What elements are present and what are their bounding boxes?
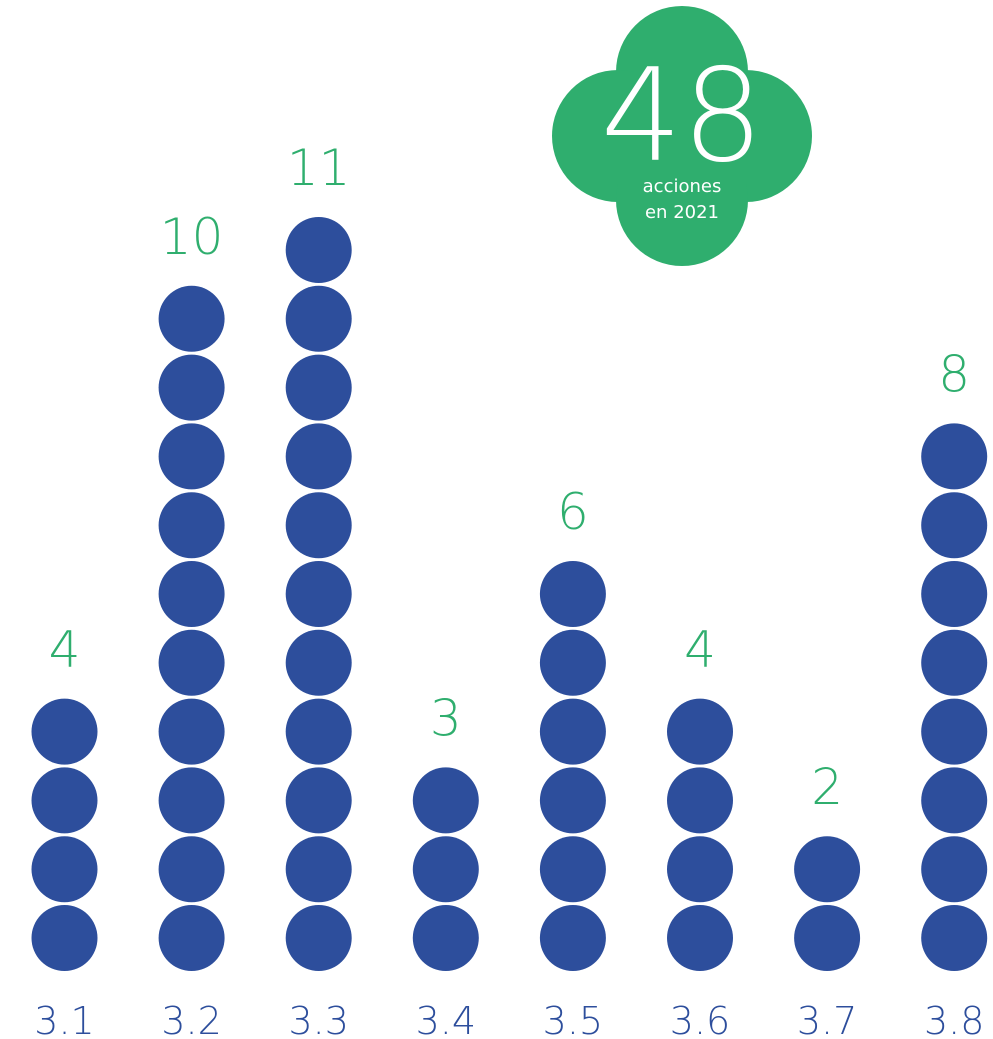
dot-3.3-1 [285,905,352,971]
category-label-3.4: 3.4 [416,999,476,1039]
column-3.6: 43.6 [667,621,733,1039]
dot-3.5-2 [539,836,606,903]
dot-3.1-3 [31,767,98,834]
badge-caption-line-2: en 2021 [645,202,719,223]
value-label-3.1: 4 [49,621,81,679]
value-label-3.5: 6 [557,483,589,541]
column-3.5: 63.5 [539,483,606,1039]
dot-3.8-6 [921,561,988,627]
category-label-3.5: 3.5 [543,999,603,1039]
dot-3.2-7 [158,492,225,559]
dot-3.5-6 [539,561,606,627]
dot-3.3-9 [285,354,352,421]
value-label-3.6: 4 [684,621,716,679]
dot-3.8-3 [921,767,988,834]
badge-caption-line-1: acciones [643,176,722,197]
dot-3.2-2 [158,836,225,903]
dot-3.3-3 [285,767,352,834]
dot-3.8-2 [921,836,988,903]
dot-3.6-1 [667,905,733,971]
dot-3.3-4 [285,698,352,765]
dot-3.1-1 [31,905,98,971]
column-3.7: 23.7 [794,758,861,1039]
dot-3.3-8 [285,423,352,490]
dot-3.8-7 [921,492,988,559]
value-label-3.8: 8 [938,345,970,403]
value-label-3.4: 3 [430,689,462,747]
category-label-3.8: 3.8 [924,999,984,1039]
category-label-3.3: 3.3 [288,999,348,1039]
value-label-3.2: 10 [160,208,224,266]
dot-3.6-4 [667,698,733,765]
dot-3.2-1 [158,905,225,971]
dot-3.2-9 [158,354,225,421]
dot-3.4-1 [412,905,479,971]
value-label-3.7: 2 [811,758,843,816]
category-label-3.7: 3.7 [797,999,857,1039]
dot-3.2-6 [158,561,225,627]
dot-3.3-2 [285,836,352,903]
dot-3.4-2 [412,836,479,903]
dot-3.5-3 [539,767,606,834]
dot-3.2-8 [158,423,225,490]
column-3.2: 103.2 [158,208,225,1039]
category-label-3.1: 3.1 [34,999,94,1039]
dot-3.8-5 [921,629,988,696]
badge-total-number: 48 [601,42,764,191]
dot-3.7-2 [794,836,861,903]
dot-3.8-8 [921,423,988,490]
dot-3.3-5 [285,629,352,696]
column-3.3: 113.3 [285,139,352,1039]
dot-3.3-11 [285,217,352,283]
total-actions-badge: 48 acciones en 2021 [552,6,812,266]
dot-3.8-4 [921,698,988,765]
dot-3.6-2 [667,836,733,903]
dot-3.5-1 [539,905,606,971]
dot-3.4-3 [412,767,479,834]
column-3.4: 33.4 [412,689,479,1039]
value-label-3.3: 11 [287,139,351,197]
dot-3.3-10 [285,285,352,352]
dot-3.8-1 [921,905,988,971]
dot-3.2-10 [158,285,225,352]
badge-shape [552,6,812,266]
badge-core [618,72,746,200]
dot-3.2-5 [158,629,225,696]
dot-3.5-5 [539,629,606,696]
category-label-3.2: 3.2 [161,999,221,1039]
dot-3.1-4 [31,698,98,765]
column-3.1: 43.1 [31,621,98,1039]
dot-3.1-2 [31,836,98,903]
dot-3.7-1 [794,905,861,971]
column-3.8: 83.8 [921,345,988,1039]
dot-3.3-7 [285,492,352,559]
dot-3.2-4 [158,698,225,765]
dot-3.2-3 [158,767,225,834]
dot-3.5-4 [539,698,606,765]
dot-3.3-6 [285,561,352,627]
category-label-3.6: 3.6 [670,999,730,1039]
dot-3.6-3 [667,767,733,834]
